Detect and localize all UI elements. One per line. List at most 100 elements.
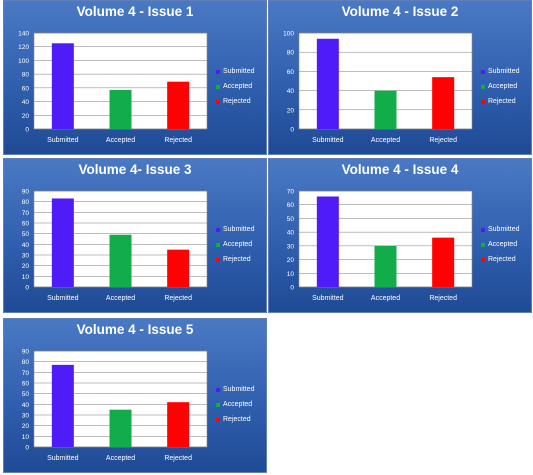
legend-swatch bbox=[216, 243, 220, 247]
bar-accepted bbox=[374, 245, 397, 287]
legend-item-rejected: Rejected bbox=[481, 98, 520, 113]
legend-swatch bbox=[481, 100, 485, 104]
legend-swatch bbox=[481, 70, 485, 74]
x-tick-label: Accepted bbox=[371, 295, 400, 302]
chart-panel: Volume 4 - Issue 1 0 20 40 60 80 100 120 140 Subm… bbox=[3, 0, 267, 155]
chart-plot: 0 20 40 60 80 100 120 140 Submitted Accepted Rejec… bbox=[18, 31, 208, 144]
y-tick-label: 50 bbox=[287, 216, 295, 223]
legend-label: Rejected bbox=[488, 256, 516, 263]
y-tick-label: 0 bbox=[25, 285, 29, 292]
y-tick-label: 40 bbox=[22, 99, 30, 106]
y-tick-label: 10 bbox=[22, 434, 30, 441]
legend-swatch bbox=[481, 258, 485, 262]
bar-submitted bbox=[51, 198, 74, 287]
y-tick-label: 50 bbox=[22, 391, 30, 398]
chart-legend: Submitted Accepted Rejected bbox=[481, 68, 520, 113]
legend-swatch bbox=[216, 388, 220, 392]
legend-label: Submitted bbox=[223, 68, 255, 75]
legend-item-rejected: Rejected bbox=[216, 416, 255, 431]
y-tick-label: 100 bbox=[18, 58, 29, 65]
bar-accepted bbox=[109, 234, 132, 287]
chart-panel: Volume 4 - Issue 2 0 20 40 60 80 100 Submitted A… bbox=[268, 0, 532, 155]
y-tick-label: 60 bbox=[287, 69, 295, 76]
y-tick-label: 20 bbox=[22, 113, 30, 120]
legend-label: Accepted bbox=[223, 401, 253, 408]
chart-panel: Volume 4 - Issue 4 0 10 20 30 40 50 60 70 Submitt… bbox=[268, 158, 532, 313]
legend-swatch bbox=[216, 258, 220, 262]
y-tick-label: 70 bbox=[22, 210, 30, 217]
x-tick-label: Accepted bbox=[106, 295, 135, 302]
y-tick-label: 80 bbox=[287, 50, 295, 57]
y-tick-label: 100 bbox=[283, 31, 294, 38]
legend-label: Accepted bbox=[223, 241, 253, 248]
legend-item-accepted: Accepted bbox=[481, 83, 520, 98]
legend-swatch bbox=[481, 85, 485, 89]
x-tick-label: Submitted bbox=[312, 137, 344, 144]
legend-label: Rejected bbox=[223, 256, 251, 263]
x-tick-label: Accepted bbox=[106, 455, 135, 462]
chart-plot: 0 20 40 60 80 100 Submitted Accepted Rejected bbox=[283, 31, 473, 144]
legend-label: Rejected bbox=[223, 98, 251, 105]
y-tick-label: 20 bbox=[287, 107, 295, 114]
y-tick-label: 20 bbox=[22, 423, 30, 430]
chart-panel: Volume 4 - Issue 5 0 10 20 30 40 50 60 70 80 90 Sub… bbox=[3, 318, 267, 473]
chart-title: Volume 4 - Issue 5 bbox=[76, 322, 194, 337]
legend-label: Accepted bbox=[223, 83, 253, 90]
legend-swatch bbox=[216, 403, 220, 407]
y-tick-label: 0 bbox=[25, 127, 29, 134]
legend-label: Submitted bbox=[223, 226, 255, 233]
legend-label: Submitted bbox=[223, 386, 255, 393]
x-tick-label: Rejected bbox=[429, 137, 457, 144]
y-tick-label: 60 bbox=[22, 381, 30, 388]
x-tick-label: Rejected bbox=[164, 137, 192, 144]
chart-legend: Submitted Accepted Rejected bbox=[481, 226, 520, 271]
y-tick-label: 50 bbox=[22, 231, 30, 238]
bar-accepted bbox=[109, 409, 132, 447]
x-tick-label: Accepted bbox=[106, 137, 135, 144]
y-tick-label: 120 bbox=[18, 44, 29, 51]
y-tick-label: 60 bbox=[22, 85, 30, 92]
legend-item-submitted: Submitted bbox=[481, 68, 520, 83]
chart-legend: Submitted Accepted Rejected bbox=[216, 386, 255, 431]
bar-rejected bbox=[432, 77, 455, 129]
y-tick-label: 80 bbox=[22, 359, 30, 366]
legend-item-submitted: Submitted bbox=[481, 226, 520, 241]
legend-swatch bbox=[216, 100, 220, 104]
y-tick-label: 30 bbox=[22, 413, 30, 420]
legend-item-submitted: Submitted bbox=[216, 386, 255, 401]
y-tick-label: 60 bbox=[22, 221, 30, 228]
x-tick-label: Submitted bbox=[47, 455, 79, 462]
y-tick-label: 30 bbox=[22, 253, 30, 260]
y-tick-label: 20 bbox=[22, 263, 30, 270]
legend-item-rejected: Rejected bbox=[216, 256, 255, 271]
y-tick-label: 70 bbox=[22, 370, 30, 377]
legend-label: Submitted bbox=[488, 226, 520, 233]
legend-label: Accepted bbox=[488, 241, 518, 248]
y-tick-label: 80 bbox=[22, 72, 30, 79]
y-tick-label: 10 bbox=[287, 271, 295, 278]
legend-label: Accepted bbox=[488, 83, 518, 90]
x-tick-label: Rejected bbox=[429, 295, 457, 302]
y-tick-label: 10 bbox=[22, 274, 30, 281]
x-tick-label: Submitted bbox=[47, 295, 79, 302]
chart-title: Volume 4 - Issue 1 bbox=[76, 4, 194, 19]
legend-item-accepted: Accepted bbox=[481, 241, 520, 256]
x-tick-label: Accepted bbox=[371, 137, 400, 144]
legend-swatch bbox=[216, 70, 220, 74]
y-tick-label: 90 bbox=[22, 189, 30, 196]
bar-submitted bbox=[51, 364, 74, 447]
bar-submitted bbox=[316, 196, 339, 287]
legend-item-rejected: Rejected bbox=[481, 256, 520, 271]
bar-accepted bbox=[374, 90, 397, 129]
y-tick-label: 90 bbox=[22, 349, 30, 356]
y-tick-label: 40 bbox=[287, 230, 295, 237]
legend-swatch bbox=[481, 228, 485, 232]
legend-swatch bbox=[216, 228, 220, 232]
chart-title: Volume 4 - Issue 4 bbox=[341, 162, 459, 177]
legend-swatch bbox=[216, 85, 220, 89]
legend-label: Rejected bbox=[488, 98, 516, 105]
bar-submitted bbox=[316, 38, 339, 130]
y-tick-label: 20 bbox=[287, 257, 295, 264]
legend-item-accepted: Accepted bbox=[216, 401, 255, 416]
y-tick-label: 0 bbox=[290, 127, 294, 134]
